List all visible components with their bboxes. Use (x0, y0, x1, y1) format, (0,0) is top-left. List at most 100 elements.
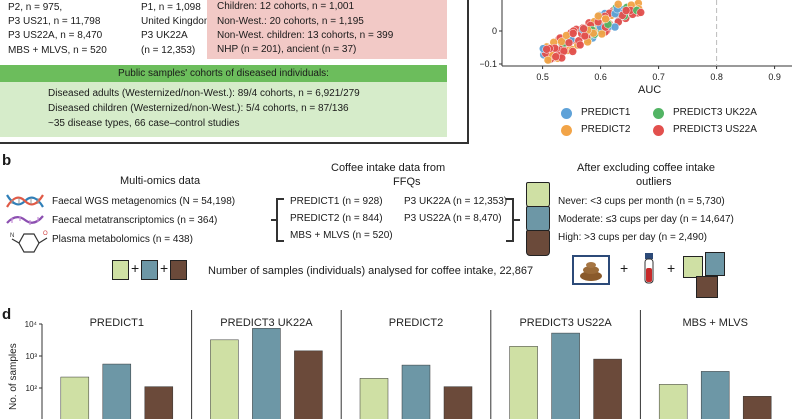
cohort-line: P3 US21, n = 11,798 (8, 16, 101, 27)
after-title: outliers (636, 176, 672, 188)
scatter-point (568, 47, 577, 56)
scatter-point (580, 31, 590, 41)
after-item: High: >3 cups per day (n = 2,490) (558, 232, 707, 243)
bar-high (294, 350, 323, 419)
bar-high (742, 396, 772, 419)
ffq-item: P3 US22A (n = 8,470) (404, 213, 502, 224)
x-tick-label: 0.9 (768, 72, 781, 82)
public-header (0, 65, 447, 82)
cohort-line: P1, n = 1,098 (141, 2, 201, 13)
coffee-cup-icon (683, 256, 703, 278)
public-line: Diseased children (Westernized/non-West.… (48, 103, 349, 114)
rna-icon (6, 212, 44, 233)
coffee-cup-icon (141, 260, 158, 280)
facet-title: PREDICT3 US22A (519, 317, 612, 329)
y-tick-label: 10⁴ (25, 320, 38, 329)
public-header-text: Public samples' cohorts of diseased indi… (118, 68, 329, 79)
cohort-line: P3 UK22A (141, 30, 188, 41)
coffee-cup-icon (526, 230, 550, 256)
bar-moderate (252, 328, 281, 419)
bar-moderate (102, 363, 132, 419)
multiomics-title: Multi-omics data (120, 175, 201, 187)
coffee-cup-icon (526, 182, 550, 208)
cohort-line: MBS + MLVS, n = 520 (8, 45, 107, 56)
facet-title: PREDICT3 UK22A (220, 317, 313, 329)
scatter-point (564, 38, 574, 48)
bracket (513, 219, 520, 221)
panel-letter-d: d (2, 306, 12, 323)
bar-high (593, 358, 622, 419)
bar-moderate (700, 371, 730, 419)
svg-text:N: N (10, 233, 14, 239)
auc-scatter: 0.5 0.6 0.7 0.8 0.9 0 −0.1 (480, 0, 792, 82)
bracket (276, 198, 284, 200)
scatter-point (579, 24, 588, 33)
bar-never (60, 376, 90, 419)
pink-line: NHP (n = 201), ancient (n = 37) (217, 44, 357, 55)
bar-never (359, 378, 389, 419)
legend-dot-predict3-us22a (653, 125, 664, 136)
bar-high (443, 386, 473, 419)
legend-label: PREDICT1 (581, 107, 631, 118)
cohort-line: United Kingdom: (141, 16, 215, 27)
y-tick-label: −0.1 (480, 59, 497, 69)
after-item: Moderate: ≤3 cups per day (n = 14,647) (558, 214, 734, 225)
scatter-point (542, 45, 551, 54)
ffq-title: Coffee intake data from (331, 162, 446, 174)
plus-sign: + (160, 260, 169, 276)
svg-text:O: O (43, 231, 48, 237)
multiomics-item: Faecal WGS metagenomics (N = 54,198) (52, 196, 236, 207)
pink-box (207, 0, 447, 59)
stool-sample-icon (571, 254, 611, 291)
bracket (506, 240, 514, 242)
coffee-bar-chart: No. of samples 10⁴ 10³ 10² PREDICT1 PREDICT3 … (8, 310, 772, 419)
pink-line: Children: 12 cohorts, n = 1,001 (217, 1, 355, 12)
bracket (276, 240, 284, 242)
legend-dot-predict2 (561, 125, 572, 136)
x-tick-label: 0.7 (652, 72, 665, 82)
public-line: Diseased adults (Westernized/non-West.):… (48, 88, 360, 99)
bracket (276, 198, 278, 242)
plus-sign: + (667, 260, 676, 276)
bar-moderate (551, 332, 580, 419)
scatter-xlabel: AUC (638, 84, 662, 96)
cohort-box (0, 0, 205, 58)
after-title: After excluding coffee intake (577, 162, 715, 174)
scatter-point (597, 29, 607, 39)
scatter-point (613, 0, 623, 9)
x-tick-label: 0.8 (710, 72, 723, 82)
scatter-point (543, 55, 553, 65)
facet-title: MBS + MLVS (682, 317, 748, 329)
bar-never (509, 346, 538, 419)
coffee-cup-icon (112, 260, 129, 280)
scatter-point (568, 29, 578, 38)
plus-sign: + (131, 260, 140, 276)
y-tick-label: 10³ (25, 352, 37, 361)
legend-label: PREDICT2 (581, 124, 631, 135)
pink-line: Non-West.: 20 cohorts, n = 1,195 (217, 16, 364, 27)
bracket (506, 198, 514, 200)
multiomics-item: Faecal metatranscriptomics (n = 364) (52, 215, 218, 226)
scatter-point (575, 40, 585, 50)
pink-line: Non-West. children: 13 cohorts, n = 399 (217, 30, 394, 41)
bracket (271, 219, 277, 221)
scatter-point (601, 14, 610, 24)
ffq-title: FFQs (393, 176, 421, 188)
legend-dot-predict1 (561, 108, 572, 119)
public-line: ~35 disease types, 66 case–control studi… (48, 118, 240, 129)
ffq-item: MBS + MLVS (n = 520) (290, 230, 393, 241)
cohort-line: P2, n = 975, (8, 2, 63, 13)
bar-high (144, 386, 174, 419)
scatter-point (551, 52, 561, 61)
coffee-cup-icon (705, 252, 725, 276)
bar-never (210, 339, 239, 419)
facet-title: PREDICT2 (389, 317, 443, 329)
coffee-cup-icon (170, 260, 187, 280)
dna-icon (6, 190, 44, 217)
legend-label: PREDICT3 UK22A (673, 107, 757, 118)
legend-label: PREDICT3 US22A (673, 124, 757, 135)
plus-sign: + (620, 260, 629, 276)
scatter-point (636, 8, 645, 17)
ffq-item: PREDICT2 (n = 844) (290, 213, 383, 224)
bar-never (658, 384, 688, 419)
